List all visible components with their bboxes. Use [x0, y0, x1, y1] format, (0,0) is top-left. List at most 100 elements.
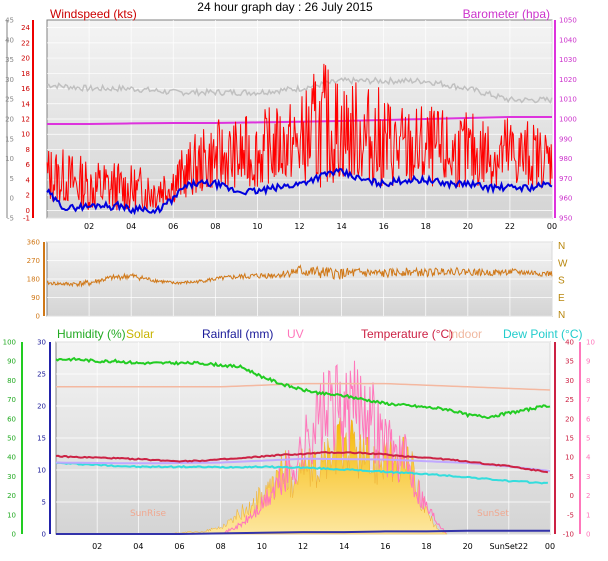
rain-tick-label: 20: [37, 403, 46, 411]
sunrise-annotation: SunRise: [130, 509, 167, 519]
wind-tick-label: 22: [21, 39, 30, 47]
temp-x-tick-label: 20: [463, 542, 473, 551]
direction-tick-label: 270: [27, 257, 40, 265]
temperature-series: [55, 450, 549, 474]
windspeed-label: Windspeed (kts): [50, 7, 137, 21]
humidity-tick-label: 40: [7, 454, 16, 462]
wind-outer-tick-label: 35: [5, 56, 14, 64]
uv-label: UV: [287, 327, 304, 341]
baro-tick-label: 1050: [559, 17, 577, 25]
humidity-tick-label: 80: [7, 377, 16, 385]
wind-outer-tick-label: 25: [5, 96, 14, 104]
temp-x-tick-label: 02: [92, 542, 102, 551]
wind-x-tick-label: 04: [126, 222, 136, 231]
wind-outer-tick-label: 10: [5, 155, 14, 163]
compass-label: S: [558, 276, 565, 287]
barometer-label: Barometer (hpa): [463, 7, 550, 21]
direction-tick-label: 180: [27, 276, 40, 284]
compass-label: N: [558, 310, 565, 321]
solar-label: Solar: [126, 327, 154, 341]
indoor-temp-series: [56, 457, 551, 472]
temp-tick-label: 0: [570, 492, 574, 500]
humidity-tick-label: 0: [12, 531, 16, 539]
wind-tick-label: 2: [26, 192, 30, 200]
temp-tick-label: 5: [570, 473, 574, 481]
baro-tick-label: 950: [559, 215, 572, 223]
temp-tick-label: 10: [565, 454, 574, 462]
baro-tick-label: 1030: [559, 56, 577, 64]
wind-tick-label: 6: [26, 161, 31, 169]
wind-tick-label: 20: [21, 55, 30, 63]
humidity-tick-label: 10: [7, 511, 16, 519]
wind-tick-label: -1: [23, 215, 30, 223]
wind-outer-tick-label: 40: [5, 36, 14, 44]
humidity-tick-label: 30: [7, 473, 16, 481]
baro-tick-label: 1040: [559, 36, 577, 44]
wind-x-tick-label: 10: [252, 222, 262, 231]
indoor-label: Indoor: [448, 327, 482, 341]
wind-tick-label: 12: [21, 116, 30, 124]
humidity-label: Humidity (%): [57, 327, 126, 341]
temp-x-tick-label: 08: [216, 542, 226, 551]
wind-speed-series: [46, 167, 553, 216]
rain-tick-label: 10: [37, 467, 46, 475]
wind-x-tick-label: 14: [336, 222, 346, 231]
wind-tick-label: 14: [21, 100, 30, 108]
wind-x-tick-label: 22: [505, 222, 515, 231]
rain-tick-label: 5: [42, 499, 46, 507]
dewpoint-series: [55, 461, 548, 485]
rain-tick-label: 0: [42, 531, 46, 539]
uv-tick-label: 3: [586, 473, 590, 481]
temp-x-tick-label: 10: [257, 542, 267, 551]
wind-x-tick-label: 20: [463, 222, 473, 231]
baro-tick-label: 1010: [559, 96, 577, 104]
humidity-tick-label: 20: [7, 492, 16, 500]
wind-tick-label: 10: [21, 131, 30, 139]
wind-x-tick-label: 08: [210, 222, 220, 231]
temp-tick-label: 35: [565, 358, 574, 366]
uv-series: [220, 360, 447, 535]
temp-x-tick-label: 18: [421, 542, 431, 551]
humidity-tick-label: 60: [7, 415, 16, 423]
temp-tick-label: -10: [563, 531, 574, 539]
uv-tick-label: 2: [586, 492, 590, 500]
humidity-tick-label: 100: [3, 339, 16, 347]
wind-x-tick-label: 12: [294, 222, 304, 231]
baro-tick-label: 1020: [559, 76, 577, 84]
uv-tick-label: 5: [586, 435, 590, 443]
wind-outer-tick-label: 15: [5, 135, 14, 143]
temperature-label: Temperature (°C): [361, 327, 453, 341]
wind-x-tick-label: 06: [168, 222, 178, 231]
wind-outer-tick-label: 5: [10, 175, 14, 183]
wind-tick-label: 18: [21, 70, 30, 78]
rainfall-series: [56, 529, 550, 535]
rain-tick-label: 15: [37, 435, 46, 443]
barometer-series: [47, 116, 552, 125]
uv-tick-label: 9: [586, 358, 590, 366]
temp-tick-label: 25: [565, 396, 574, 404]
page-title: 24 hour graph day : 26 July 2015: [197, 0, 373, 14]
uv-tick-label: 10: [586, 339, 595, 347]
wind-baro-panel: -1024681012141618202224-5051015202530354…: [5, 7, 577, 231]
wind-tick-label: 16: [21, 85, 30, 93]
temp-x-tick-label: 00: [545, 542, 555, 551]
baro-tick-label: 970: [559, 175, 572, 183]
baro-tick-label: 980: [559, 155, 572, 163]
uv-tick-label: 1: [586, 511, 590, 519]
temp-x-tick-label: 06: [174, 542, 184, 551]
temp-tick-label: 30: [565, 377, 574, 385]
wind-x-tick-label: 18: [421, 222, 431, 231]
temp-x-tick-label: 14: [339, 542, 349, 551]
uv-tick-label: 7: [586, 396, 590, 404]
uv-tick-label: 0: [586, 531, 590, 539]
wind-x-tick-label: 02: [84, 222, 94, 231]
baro-tick-label: 960: [559, 195, 572, 203]
direction-tick-label: 360: [27, 239, 40, 247]
temp-x-tick-label: SunSet22: [490, 542, 529, 551]
compass-label: N: [558, 241, 565, 252]
temp-tick-label: 15: [565, 435, 574, 443]
sunset-annotation: SunSet: [477, 509, 509, 519]
